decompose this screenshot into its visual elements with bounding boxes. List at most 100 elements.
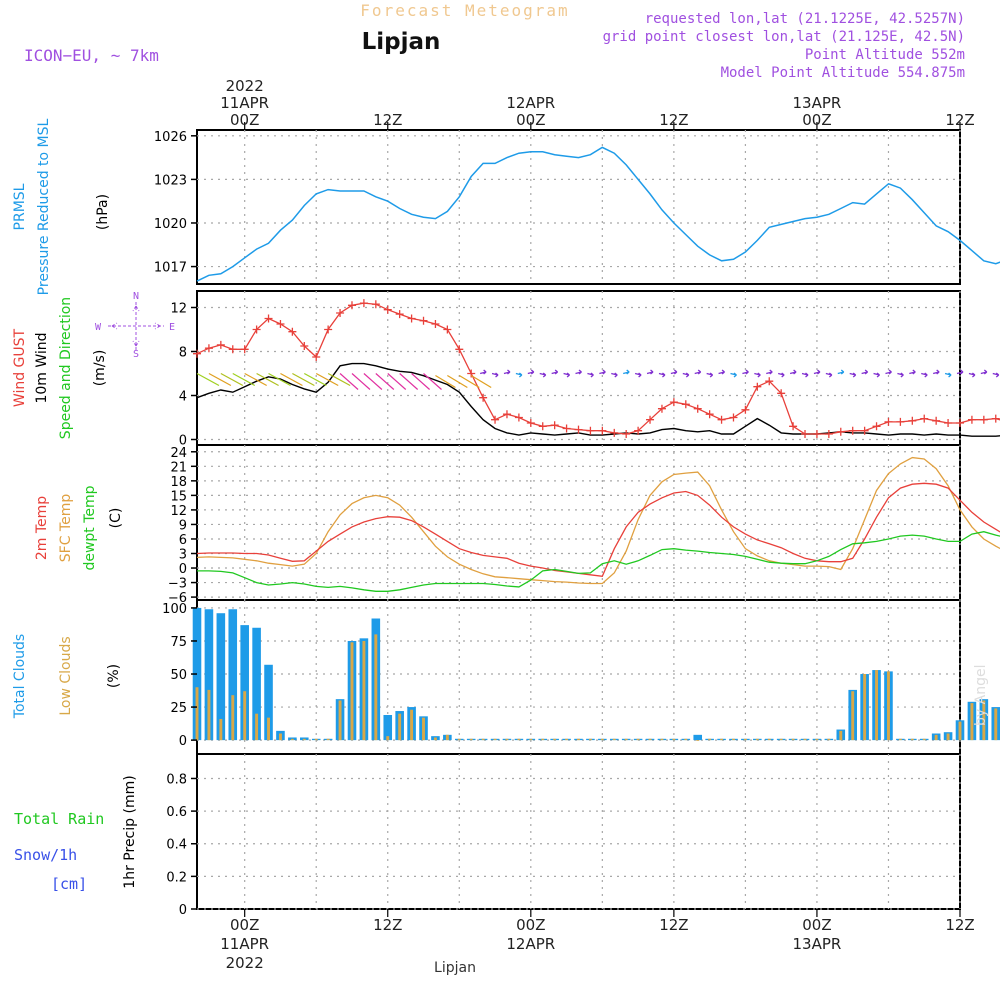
wind-direction-arrow bbox=[766, 369, 773, 375]
compass-w: W bbox=[95, 322, 102, 333]
gust-point bbox=[574, 425, 583, 434]
pressure-ytick-label: 1026 bbox=[154, 130, 187, 145]
temp-ytick-label: 18 bbox=[170, 475, 187, 490]
low-cloud-bar bbox=[827, 738, 831, 741]
low-cloud-bar bbox=[493, 738, 497, 741]
low-cloud-bar bbox=[469, 738, 473, 741]
low-cloud-bar bbox=[875, 670, 879, 741]
wind-direction-arrow bbox=[363, 373, 383, 390]
gust-point bbox=[789, 422, 798, 431]
low-cloud-bar bbox=[386, 736, 390, 741]
temp-ytick-label: 21 bbox=[170, 460, 187, 475]
wind-direction-arrow bbox=[244, 372, 267, 387]
low-cloud-bar bbox=[767, 738, 771, 741]
time-label-bottom: 00Z bbox=[802, 916, 831, 934]
precip-ytick-label: 0 bbox=[179, 903, 187, 918]
gust-point bbox=[204, 344, 213, 353]
time-label-bottom: 11APR bbox=[220, 935, 269, 953]
low-cloud-bar bbox=[612, 738, 616, 741]
wind-direction-arrow bbox=[435, 374, 456, 389]
low-cloud-bar bbox=[481, 738, 485, 741]
dewpt-temp-line bbox=[197, 531, 1000, 592]
wind-direction-arrow bbox=[682, 372, 690, 378]
wind-direction-arrow bbox=[539, 372, 547, 378]
clouds-ytick-label: 100 bbox=[162, 602, 187, 617]
gust-point bbox=[932, 416, 941, 425]
gust-point bbox=[514, 413, 523, 422]
wind-direction-arrow bbox=[634, 372, 642, 378]
low-cloud-bar bbox=[815, 738, 819, 741]
low-cloud-bar bbox=[684, 738, 688, 741]
low-cloud-bar bbox=[720, 738, 724, 741]
wind-direction-arrow bbox=[458, 374, 480, 389]
gust-point bbox=[526, 419, 535, 427]
time-label-top: 11APR bbox=[220, 94, 269, 112]
gust-point bbox=[419, 316, 428, 325]
wind-direction-arrow bbox=[658, 372, 666, 378]
temp-ytick-label: 24 bbox=[170, 446, 187, 461]
wind-direction-arrow bbox=[411, 373, 430, 390]
gust-point bbox=[431, 320, 440, 328]
gust-point bbox=[479, 393, 488, 402]
low-cloud-bar bbox=[338, 700, 342, 741]
temp-sfc-label: SFC Temp bbox=[58, 494, 74, 563]
precip-ytick-label: 0.2 bbox=[166, 870, 187, 885]
wind-gust-line bbox=[196, 302, 1000, 435]
low-cloud-bar bbox=[553, 738, 557, 741]
low-cloud-bar bbox=[207, 689, 211, 741]
low-cloud-bar bbox=[195, 687, 199, 741]
total-cloud-bar bbox=[383, 715, 393, 741]
precip-ytick-label: 0.4 bbox=[166, 838, 187, 853]
low-cloud-bar bbox=[278, 733, 282, 741]
gust-point bbox=[336, 309, 345, 317]
wind-direction-arrow bbox=[909, 369, 916, 375]
low-cloud-bar bbox=[970, 703, 974, 741]
wind-direction-arrow bbox=[921, 372, 928, 378]
wind-direction-arrow bbox=[754, 372, 761, 378]
wind-direction-arrow bbox=[897, 372, 904, 378]
wind-10m-line bbox=[196, 362, 1000, 437]
wind-direction-arrow bbox=[479, 369, 487, 375]
total-cloud-bar bbox=[228, 609, 238, 741]
gust-point bbox=[228, 345, 237, 354]
wind-unit: (m/s) bbox=[92, 350, 108, 387]
low-cloud-bar bbox=[922, 738, 926, 741]
time-label-bottom: 2022 bbox=[226, 954, 264, 972]
wind-direction-arrow bbox=[327, 372, 351, 387]
gust-point bbox=[634, 426, 643, 435]
temp-ytick-label: −6 bbox=[168, 591, 187, 606]
wind-direction-arrow bbox=[587, 372, 594, 378]
gust-point bbox=[288, 327, 297, 336]
gust-point bbox=[860, 426, 869, 435]
requested-coords: requested lon,lat (21.1225E, 42.5257N) bbox=[645, 11, 965, 27]
wind-direction-arrow bbox=[706, 372, 714, 378]
gust-point bbox=[586, 426, 595, 435]
wind-direction-arrow bbox=[280, 372, 303, 387]
gust-point bbox=[276, 320, 285, 328]
wind-direction-arrow bbox=[256, 372, 279, 387]
wind-direction-arrow bbox=[503, 369, 511, 375]
low-cloud-bar bbox=[445, 734, 449, 741]
gust-point bbox=[598, 426, 607, 435]
low-cloud-bar bbox=[243, 691, 247, 741]
prmsl-line bbox=[196, 146, 1000, 282]
gust-point bbox=[550, 421, 559, 430]
low-cloud-bar bbox=[898, 738, 902, 741]
low-cloud-bar bbox=[994, 708, 998, 741]
wind-direction-arrow bbox=[873, 372, 880, 378]
wind-ytick-label: 8 bbox=[179, 346, 187, 361]
wind-direction-arrow bbox=[968, 372, 976, 378]
gust-point bbox=[753, 382, 762, 391]
cloud-panel-frame bbox=[196, 599, 961, 755]
time-label-bottom: 12Z bbox=[945, 916, 974, 934]
wind-direction-arrow bbox=[956, 369, 964, 375]
time-label-bottom: 00Z bbox=[516, 916, 545, 934]
wind-direction-arrow bbox=[718, 369, 725, 375]
bottom-location: Lipjan bbox=[434, 960, 476, 976]
wind-direction-arrow bbox=[220, 372, 244, 387]
precip-unit: 1hr Precip (mm) bbox=[122, 775, 138, 888]
wind-direction-arrow bbox=[563, 372, 570, 378]
compass-rose-icon bbox=[108, 302, 164, 350]
location-title: Lipjan bbox=[362, 29, 441, 55]
gust-point bbox=[252, 325, 261, 334]
